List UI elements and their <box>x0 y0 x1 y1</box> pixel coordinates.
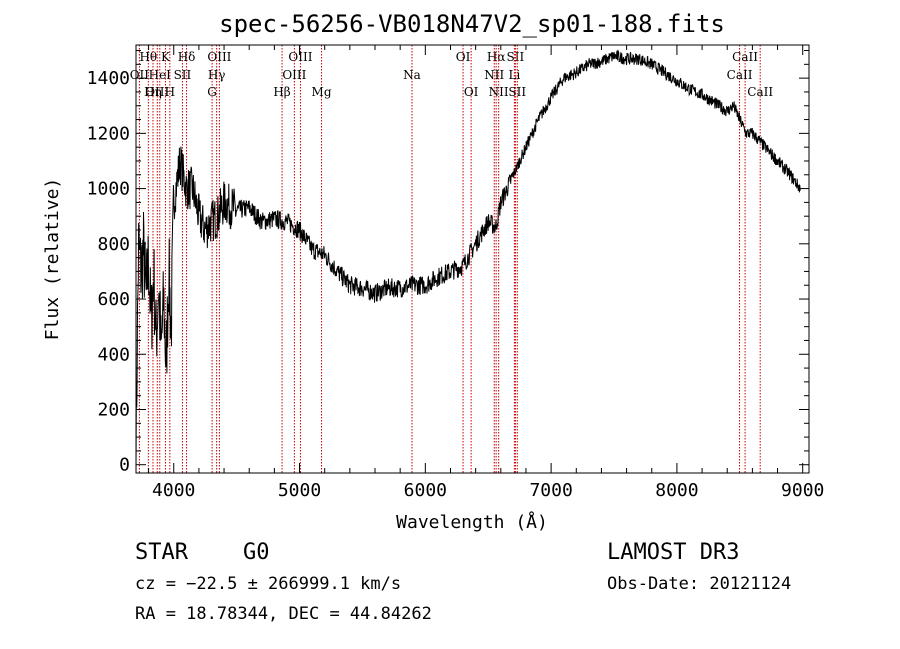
emission-line-label: Li <box>508 68 520 82</box>
emission-line-label: Mg <box>312 85 332 99</box>
y-tick-label: 1200 <box>87 123 130 144</box>
y-tick-label: 400 <box>97 344 130 365</box>
obs-date: Obs-Date: 20121124 <box>607 574 792 594</box>
emission-line-label: Hα <box>487 50 506 64</box>
y-tick-label: 800 <box>97 234 130 255</box>
series-layer <box>135 49 801 474</box>
emission-line-label: SII <box>507 50 525 64</box>
emission-line-label: HeI <box>149 68 172 82</box>
emission-line-label: Na <box>403 68 421 82</box>
emission-line-label: Hθ <box>139 50 157 64</box>
emission-line-label: OIII <box>145 85 169 99</box>
coordinates: RA = 18.78344, DEC = 44.84262 <box>135 604 432 624</box>
chart-title: spec-56256-VB018N47V2_sp01-188.fits <box>219 10 725 38</box>
y-tick-label: 1000 <box>87 179 130 200</box>
y-axis-label: Flux (relative) <box>42 178 63 341</box>
x-tick-label: 4000 <box>152 480 195 501</box>
x-tick-label: 7000 <box>529 480 572 501</box>
emission-line-label: OIII <box>282 68 306 82</box>
emission-line-label: NII <box>489 85 509 99</box>
emission-lines-layer: Hθ OII OIII K HeI Hη SII H Hδ OIII Hγ G Hβ OIII OIII Mg… <box>130 45 773 473</box>
spectral-subclass: G0 <box>243 540 270 565</box>
emission-line-label: K <box>161 50 171 64</box>
redshift-text: cz = −22.5 ± 266999.1 km/s <box>135 574 402 594</box>
x-axis-label: Wavelength (Å) <box>396 511 548 533</box>
emission-line-label: Hγ <box>208 68 226 82</box>
emission-line-label: Hη <box>144 85 162 99</box>
x-tick-label: 9000 <box>781 480 824 501</box>
emission-line-label: OI <box>456 50 471 64</box>
emission-line-label: OIII <box>288 50 312 64</box>
y-tick-label: 0 <box>119 455 130 476</box>
emission-line-label: OII <box>130 68 150 82</box>
x-tick-label: 6000 <box>404 480 447 501</box>
axis-ticks: 4000 5000 6000 7000 8000 9000 0 200 400 600 800 100… <box>87 45 824 501</box>
emission-line-label: Hδ <box>178 50 196 64</box>
emission-line-label: CaII <box>732 50 758 64</box>
survey-name: LAMOST DR3 <box>607 540 740 565</box>
object-type: STAR <box>135 540 188 565</box>
emission-line-label: H <box>165 85 175 99</box>
emission-line-label: NII <box>484 68 504 82</box>
emission-line-label: SII <box>174 68 192 82</box>
spectrum-line <box>135 49 801 474</box>
emission-line-label: OIII <box>207 50 231 64</box>
emission-line-label: CaII <box>727 68 753 82</box>
emission-line-label: CaII <box>747 85 773 99</box>
plot-frame <box>135 44 810 474</box>
emission-line-label: SII <box>508 85 526 99</box>
y-tick-label: 600 <box>97 289 130 310</box>
emission-line-label: OI <box>464 85 479 99</box>
x-tick-label: 8000 <box>655 480 698 501</box>
emission-line-label: G <box>207 85 217 99</box>
emission-line-label: Hβ <box>273 85 290 99</box>
y-tick-label: 1400 <box>87 68 130 89</box>
x-tick-label: 5000 <box>278 480 321 501</box>
y-tick-label: 200 <box>97 399 130 420</box>
